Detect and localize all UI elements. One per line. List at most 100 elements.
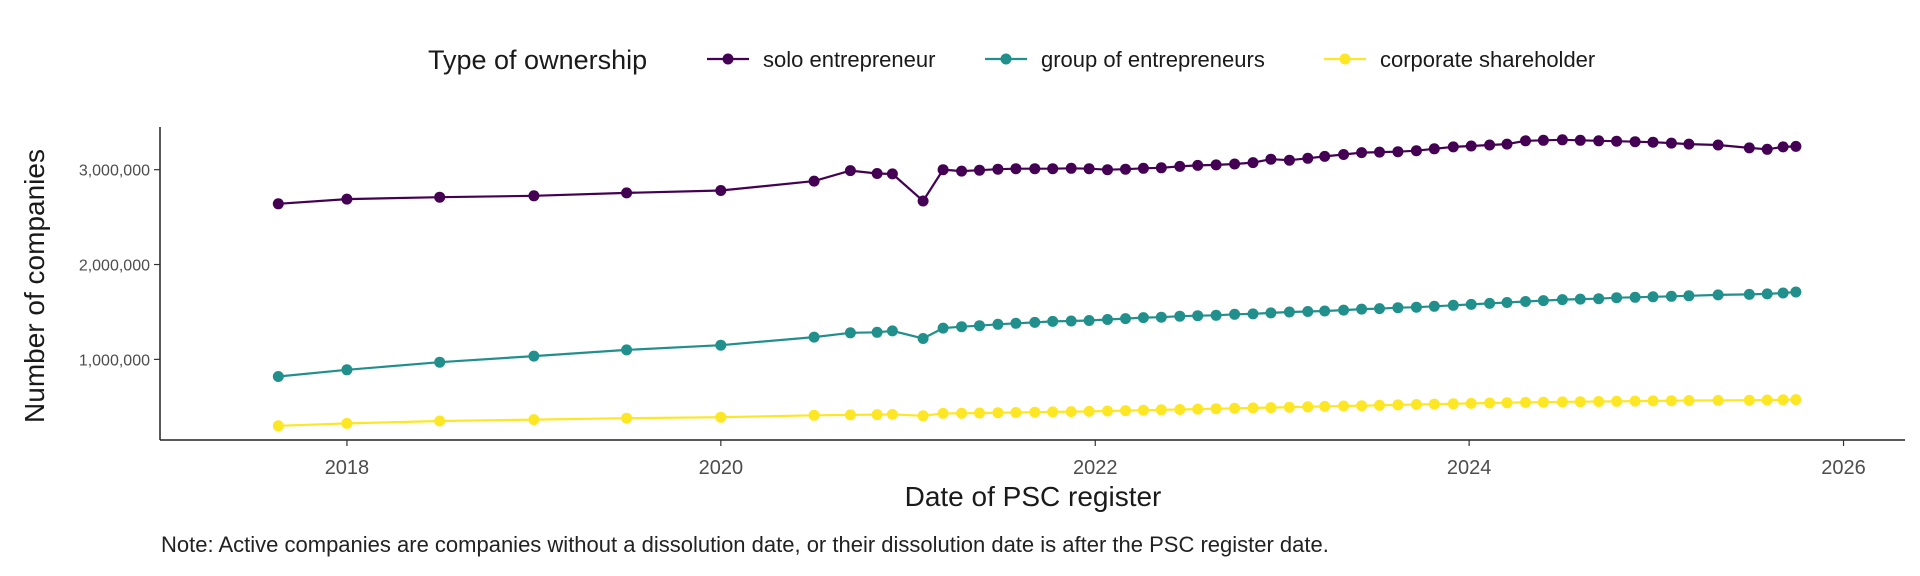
data-point-corporate-shareholder [434, 415, 446, 427]
data-point-solo-entrepreneur [886, 168, 898, 180]
data-point-group-of-entrepreneurs [974, 320, 985, 332]
data-point-group-of-entrepreneurs [886, 325, 898, 337]
footnote: Note: Active companies are companies wit… [161, 532, 1329, 557]
data-point-corporate-shareholder [1556, 396, 1568, 408]
data-point-solo-entrepreneur [844, 165, 856, 177]
data-point-solo-entrepreneur [1484, 139, 1496, 151]
data-point-solo-entrepreneur [1611, 135, 1623, 147]
data-point-solo-entrepreneur [1283, 154, 1295, 166]
data-point-group-of-entrepreneurs [1120, 313, 1131, 325]
data-point-solo-entrepreneur [1029, 163, 1041, 175]
legend-item-corporate-shareholder: corporate shareholder [1324, 47, 1595, 72]
data-point-solo-entrepreneur [621, 187, 633, 199]
data-point-solo-entrepreneur [956, 165, 968, 177]
data-point-corporate-shareholder [1501, 397, 1513, 409]
series-corporate-shareholder [272, 394, 1802, 432]
data-point-group-of-entrepreneurs [1501, 297, 1513, 308]
data-point-group-of-entrepreneurs [1392, 302, 1404, 314]
data-point-corporate-shareholder [1102, 405, 1113, 417]
data-point-group-of-entrepreneurs [1665, 290, 1677, 302]
data-point-corporate-shareholder [1120, 405, 1131, 417]
data-point-corporate-shareholder [974, 407, 985, 419]
data-point-corporate-shareholder [1302, 401, 1314, 413]
data-point-group-of-entrepreneurs [1083, 315, 1095, 326]
data-point-solo-entrepreneur [1319, 150, 1331, 162]
data-point-corporate-shareholder [886, 408, 898, 420]
data-point-group-of-entrepreneurs [1520, 296, 1531, 307]
x-axis-ticks: 2018 2020 2022 2024 2026 [325, 440, 1866, 479]
data-point-group-of-entrepreneurs [1155, 311, 1167, 323]
y-axis-ticks: 1,000,000 2,000,000 3,000,000 [79, 163, 160, 369]
data-point-solo-entrepreneur [808, 175, 820, 187]
data-point-solo-entrepreneur [1229, 158, 1241, 170]
data-point-corporate-shareholder [1083, 405, 1095, 417]
data-point-group-of-entrepreneurs [1283, 306, 1295, 318]
data-point-solo-entrepreneur [1574, 134, 1586, 146]
data-point-solo-entrepreneur [1247, 157, 1259, 169]
data-point-solo-entrepreneur [272, 198, 284, 210]
data-point-corporate-shareholder [1356, 400, 1368, 412]
data-point-group-of-entrepreneurs [1790, 286, 1802, 298]
data-point-group-of-entrepreneurs [715, 339, 727, 351]
series-line-group-of-entrepreneurs [278, 290, 1796, 378]
data-point-corporate-shareholder [1247, 402, 1259, 414]
x-tick-label: 2026 [1821, 457, 1866, 479]
data-point-group-of-entrepreneurs [1010, 317, 1022, 329]
data-point-corporate-shareholder [1229, 402, 1241, 414]
data-point-solo-entrepreneur [1356, 147, 1368, 159]
data-point-corporate-shareholder [1338, 400, 1350, 412]
x-tick-label: 2020 [699, 457, 744, 479]
data-point-corporate-shareholder [992, 407, 1004, 419]
data-point-group-of-entrepreneurs [1265, 307, 1277, 319]
data-point-group-of-entrepreneurs [1484, 297, 1496, 309]
data-point-group-of-entrepreneurs [1629, 291, 1641, 303]
data-point-group-of-entrepreneurs [1210, 309, 1222, 321]
series-group-of-entrepreneurs [272, 286, 1802, 382]
x-tick-label: 2018 [325, 457, 370, 479]
data-point-solo-entrepreneur [974, 164, 985, 176]
data-point-solo-entrepreneur [1410, 145, 1422, 157]
data-point-group-of-entrepreneurs [1374, 303, 1385, 315]
data-point-group-of-entrepreneurs [1574, 293, 1586, 305]
data-point-solo-entrepreneur [1683, 138, 1695, 150]
data-point-solo-entrepreneur [1210, 159, 1222, 171]
data-point-group-of-entrepreneurs [1537, 295, 1549, 307]
data-point-corporate-shareholder [1712, 394, 1724, 406]
data-point-group-of-entrepreneurs [1410, 301, 1422, 313]
data-point-corporate-shareholder [917, 410, 929, 422]
data-point-solo-entrepreneur [871, 168, 883, 179]
data-point-corporate-shareholder [528, 414, 540, 426]
data-point-group-of-entrepreneurs [1465, 298, 1477, 310]
legend-label: corporate shareholder [1380, 47, 1595, 72]
data-point-solo-entrepreneur [528, 190, 540, 202]
data-point-solo-entrepreneur [434, 191, 446, 203]
data-point-solo-entrepreneur [1155, 162, 1167, 174]
data-point-solo-entrepreneur [1501, 138, 1513, 150]
legend-item-group-of-entrepreneurs: group of entrepreneurs [985, 47, 1265, 72]
data-point-group-of-entrepreneurs [341, 364, 353, 376]
data-point-group-of-entrepreneurs [1338, 304, 1350, 316]
data-point-corporate-shareholder [621, 412, 633, 424]
data-point-corporate-shareholder [1447, 398, 1459, 410]
data-point-solo-entrepreneur [1790, 140, 1802, 152]
data-point-solo-entrepreneur [917, 195, 929, 207]
data-point-solo-entrepreneur [1302, 152, 1314, 164]
data-point-corporate-shareholder [871, 409, 883, 421]
data-point-solo-entrepreneur [1647, 136, 1659, 148]
data-point-solo-entrepreneur [1174, 160, 1186, 172]
data-point-solo-entrepreneur [1712, 139, 1724, 151]
legend: Type of ownership solo entrepreneur group… [428, 45, 1595, 75]
data-point-corporate-shareholder [715, 411, 727, 423]
data-point-corporate-shareholder [341, 417, 353, 429]
data-point-corporate-shareholder [272, 420, 284, 432]
data-point-group-of-entrepreneurs [1319, 305, 1331, 317]
data-point-corporate-shareholder [1392, 399, 1404, 411]
legend-item-solo-entrepreneur: solo entrepreneur [707, 47, 935, 72]
legend-title: Type of ownership [428, 45, 647, 75]
data-point-group-of-entrepreneurs [1174, 310, 1186, 322]
data-point-group-of-entrepreneurs [1683, 290, 1695, 302]
data-point-solo-entrepreneur [1629, 136, 1641, 148]
x-axis-title: Date of PSC register [905, 481, 1162, 512]
data-point-solo-entrepreneur [1465, 140, 1477, 152]
data-point-corporate-shareholder [1010, 407, 1022, 418]
